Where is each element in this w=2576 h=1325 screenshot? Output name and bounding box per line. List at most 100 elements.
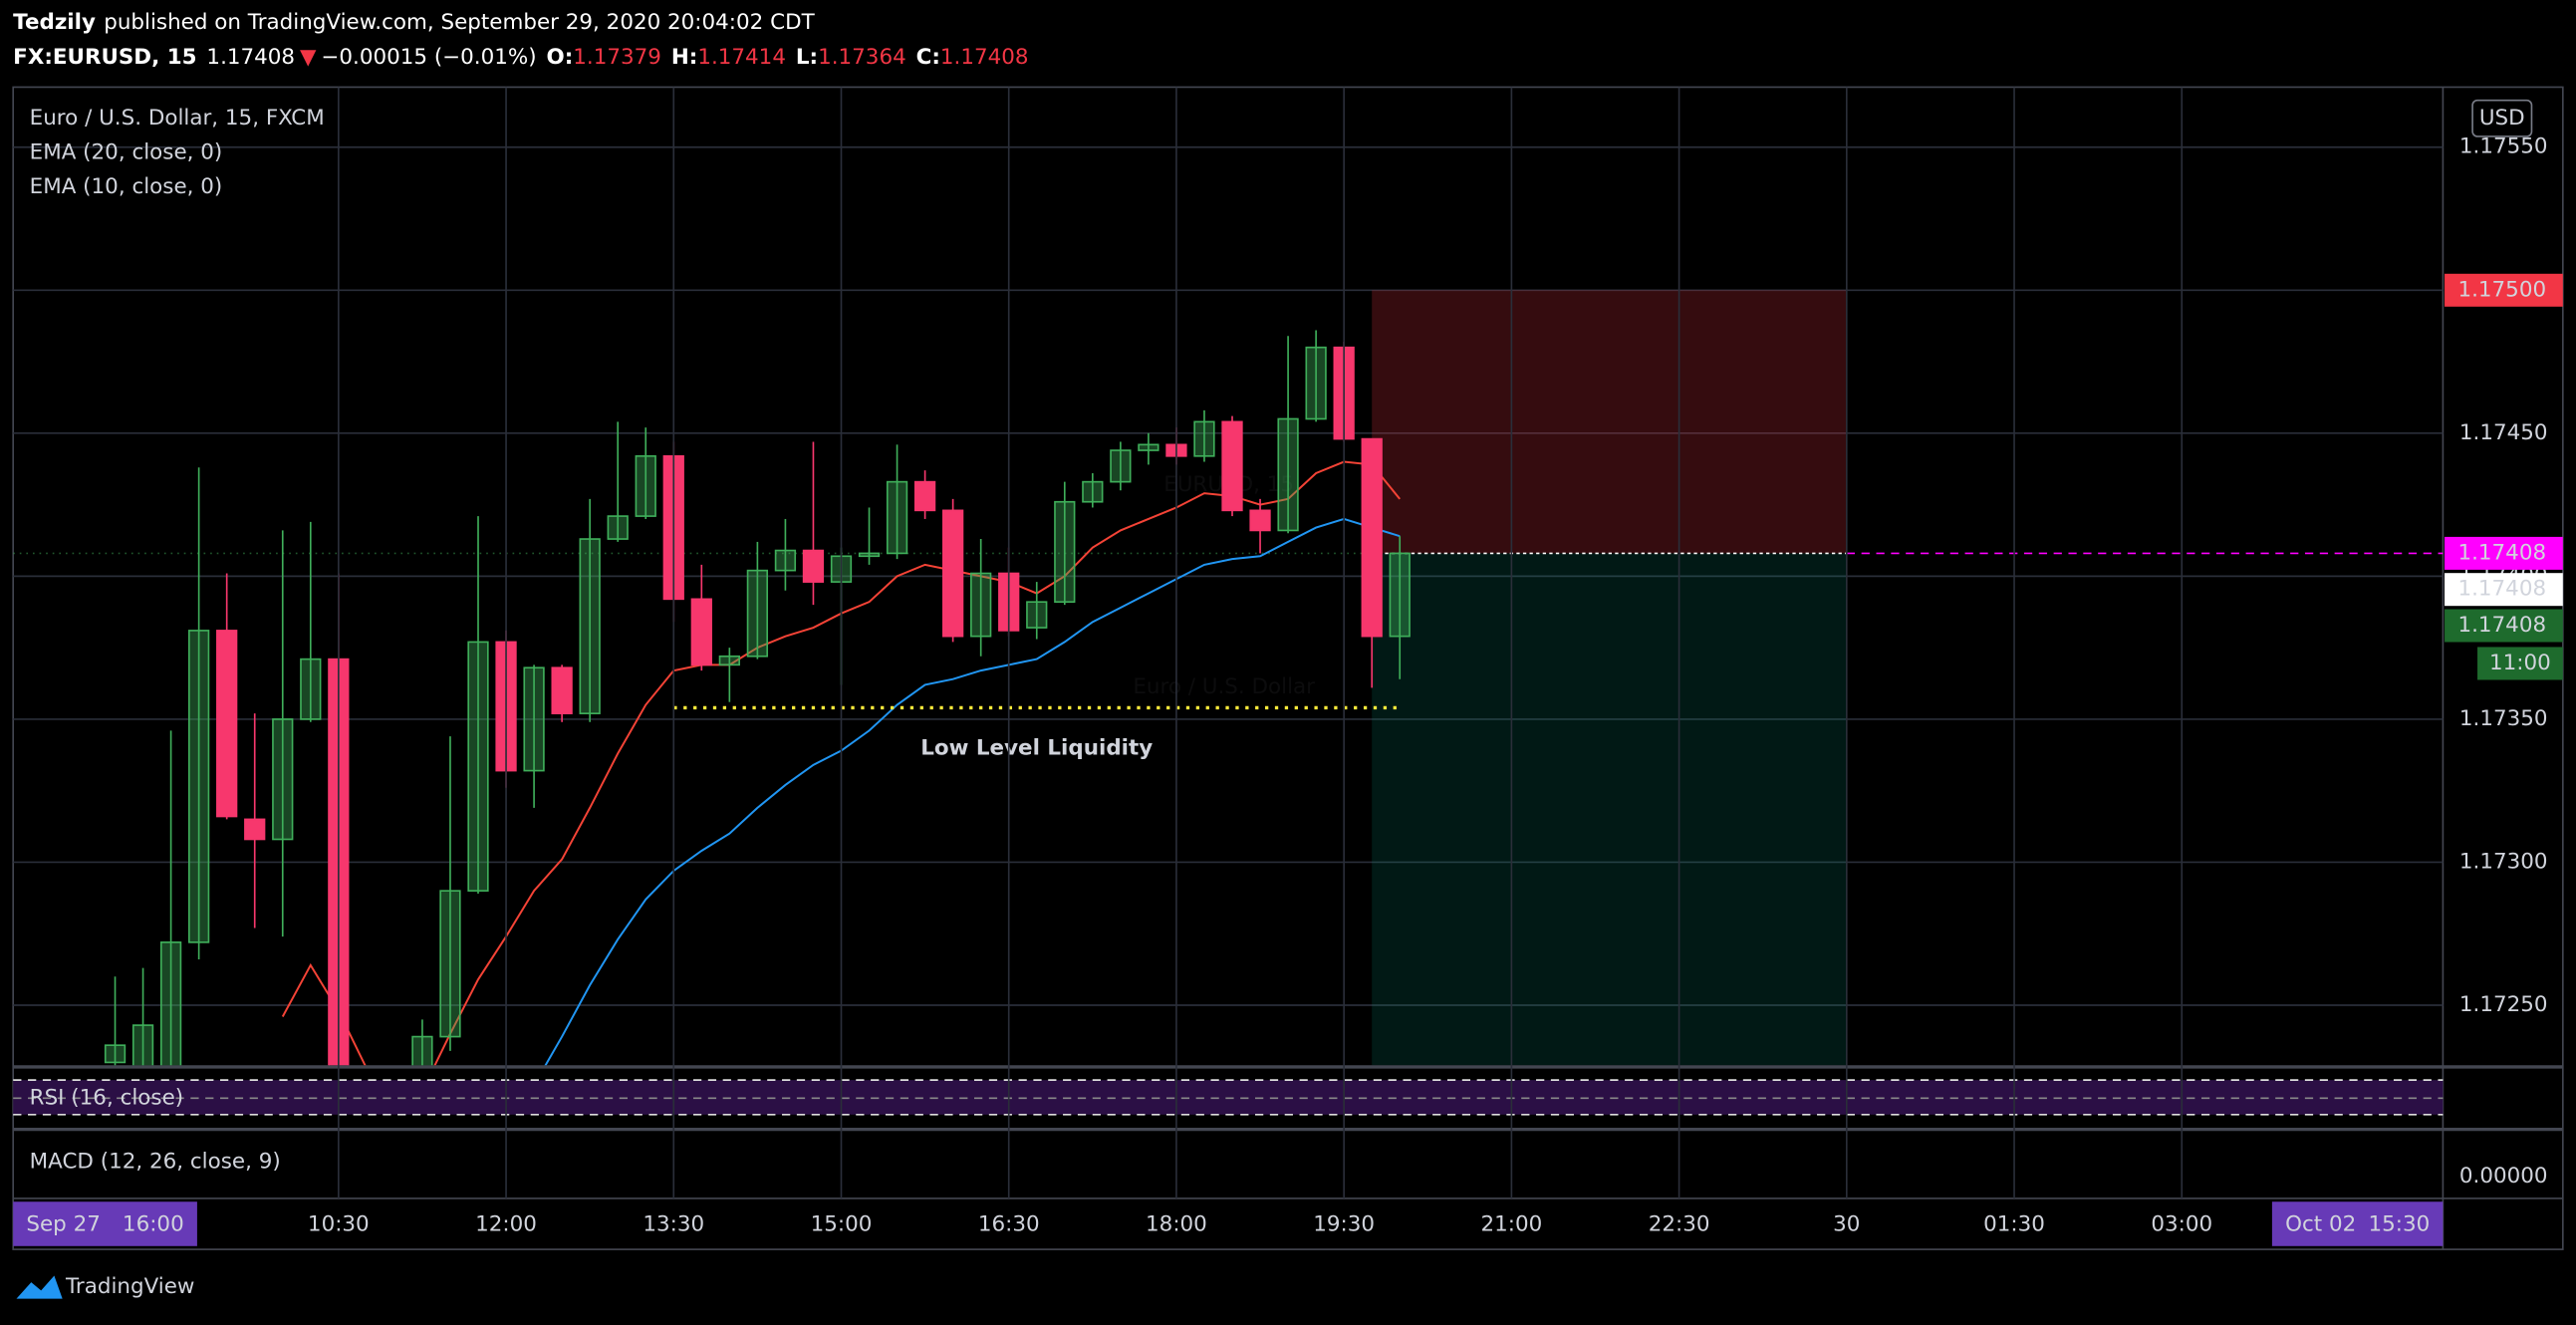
currency-button[interactable] xyxy=(2471,99,2533,137)
candle-body xyxy=(635,454,656,517)
y-tick-label: 1.17350 xyxy=(2459,706,2548,731)
last-price-label: 1.17408 xyxy=(2457,613,2546,638)
range-label-date: Sep 27 xyxy=(26,1211,100,1236)
range-label-time: 15:30 xyxy=(2368,1211,2430,1236)
candle-body xyxy=(1389,552,1411,638)
footer-logo xyxy=(16,1275,63,1299)
o-value: 1.17379 xyxy=(573,45,661,70)
stop-price-label: 1.17500 xyxy=(2457,277,2546,302)
stop-price-label-bg xyxy=(2445,273,2563,307)
x-tick-label: 21:00 xyxy=(1480,1211,1542,1236)
candle-body xyxy=(774,549,797,572)
change: −0.00015 (−0.01%) xyxy=(321,45,536,70)
price-label: 1.17408 xyxy=(2457,577,2546,602)
candle-body xyxy=(913,480,936,512)
h-label: H: xyxy=(671,45,698,70)
macd-tick-label: 0.00000 xyxy=(2459,1164,2548,1189)
x-tick-label: 12:00 xyxy=(475,1211,537,1236)
candle-body xyxy=(188,630,210,943)
x-tick-label: 16:30 xyxy=(978,1211,1040,1236)
range-label-bg xyxy=(2271,1201,2444,1246)
x-tick-label: 10:30 xyxy=(308,1211,370,1236)
candle-body xyxy=(272,718,294,841)
range-label-bg xyxy=(13,1201,197,1246)
x-tick-label: 01:30 xyxy=(1983,1211,2045,1236)
candle-body xyxy=(802,549,825,583)
candle-body xyxy=(104,1044,127,1064)
candle-body xyxy=(467,641,489,892)
x-tick-label: 30 xyxy=(1833,1211,1860,1236)
o-label: O: xyxy=(547,45,574,70)
candle-body xyxy=(579,538,601,714)
candle-body xyxy=(1277,417,1299,532)
l-value: 1.17364 xyxy=(818,45,906,70)
candle-body xyxy=(1054,500,1076,604)
candle-body xyxy=(131,1024,154,1066)
macd-title: MACD (12, 26, close, 9) xyxy=(30,1150,281,1175)
entry-price-label-bg xyxy=(2445,536,2563,570)
candle-body xyxy=(607,515,629,540)
candle-body xyxy=(1138,443,1159,451)
candle-body xyxy=(411,1035,433,1066)
y-tick-label: 1.17450 xyxy=(2459,420,2548,445)
quote-line: FX:EURUSD, 15 1.17408 ▼ −0.00015 (−0.01%) O:… xyxy=(13,45,1028,70)
candle-body xyxy=(216,630,238,818)
watermark-name: Euro / U.S. Dollar xyxy=(1133,674,1315,699)
x-tick-label: 13:30 xyxy=(643,1211,704,1236)
h-value: 1.17414 xyxy=(697,45,786,70)
legend-title: Euro / U.S. Dollar, 15, FXCM xyxy=(30,106,325,131)
candle-body xyxy=(159,941,182,1066)
candle-body xyxy=(1082,480,1104,503)
x-tick-label: 19:30 xyxy=(1313,1211,1375,1236)
x-tick-label: 15:00 xyxy=(811,1211,873,1236)
candle-body xyxy=(300,658,322,720)
candle-body xyxy=(970,572,992,638)
ema-line xyxy=(544,517,1401,1066)
l-label: L: xyxy=(796,45,818,70)
candle-body xyxy=(551,666,573,714)
candle-body xyxy=(523,666,545,772)
y-tick-label: 1.17550 xyxy=(2459,134,2548,159)
x-tick-label: 18:00 xyxy=(1146,1211,1207,1236)
legend-entry: EMA (20, close, 0) xyxy=(30,139,223,164)
rsi-band xyxy=(13,1080,2444,1115)
target-zone xyxy=(1372,553,1847,1066)
candle-body xyxy=(1110,449,1132,483)
author: Tedzily xyxy=(13,10,96,35)
entry-price-label: 1.17408 xyxy=(2457,540,2546,565)
published: published on TradingView.com, September … xyxy=(104,10,815,35)
stop-zone xyxy=(1372,290,1847,554)
countdown-bg xyxy=(2477,647,2563,680)
candle-body xyxy=(1361,437,1383,638)
publish-line: Tedzily published on TradingView.com, Sep… xyxy=(13,10,815,35)
candle-body xyxy=(244,818,266,841)
currency[interactable]: USD xyxy=(2479,106,2525,131)
y-tick-label: 1.17300 xyxy=(2459,849,2548,874)
c-label: C: xyxy=(916,45,940,70)
range-label-time: 16:00 xyxy=(123,1211,184,1236)
rsi-title: RSI (16, close) xyxy=(30,1085,183,1110)
brand: TradingView xyxy=(65,1274,194,1299)
countdown: 11:00 xyxy=(2489,651,2551,675)
candle-body xyxy=(942,509,964,638)
candle-body xyxy=(690,598,712,666)
candle-body xyxy=(718,655,740,666)
candle-body xyxy=(1305,346,1327,420)
candle-body xyxy=(1193,420,1215,457)
symbol: FX:EURUSD, 15 xyxy=(13,45,196,70)
y-tick-label: 1.17250 xyxy=(2459,992,2548,1017)
price-label-bg xyxy=(2445,573,2563,607)
annotation: Low Level Liquidity xyxy=(920,736,1153,761)
candle-body xyxy=(439,890,461,1038)
c-value: 1.17408 xyxy=(940,45,1029,70)
last-price-label-bg xyxy=(2445,609,2563,643)
arrow: ▼ xyxy=(300,45,317,70)
candle-body xyxy=(886,480,908,555)
legend-entry: EMA (10, close, 0) xyxy=(30,174,223,199)
candle-body xyxy=(1221,420,1243,512)
candle-body xyxy=(1249,509,1271,532)
